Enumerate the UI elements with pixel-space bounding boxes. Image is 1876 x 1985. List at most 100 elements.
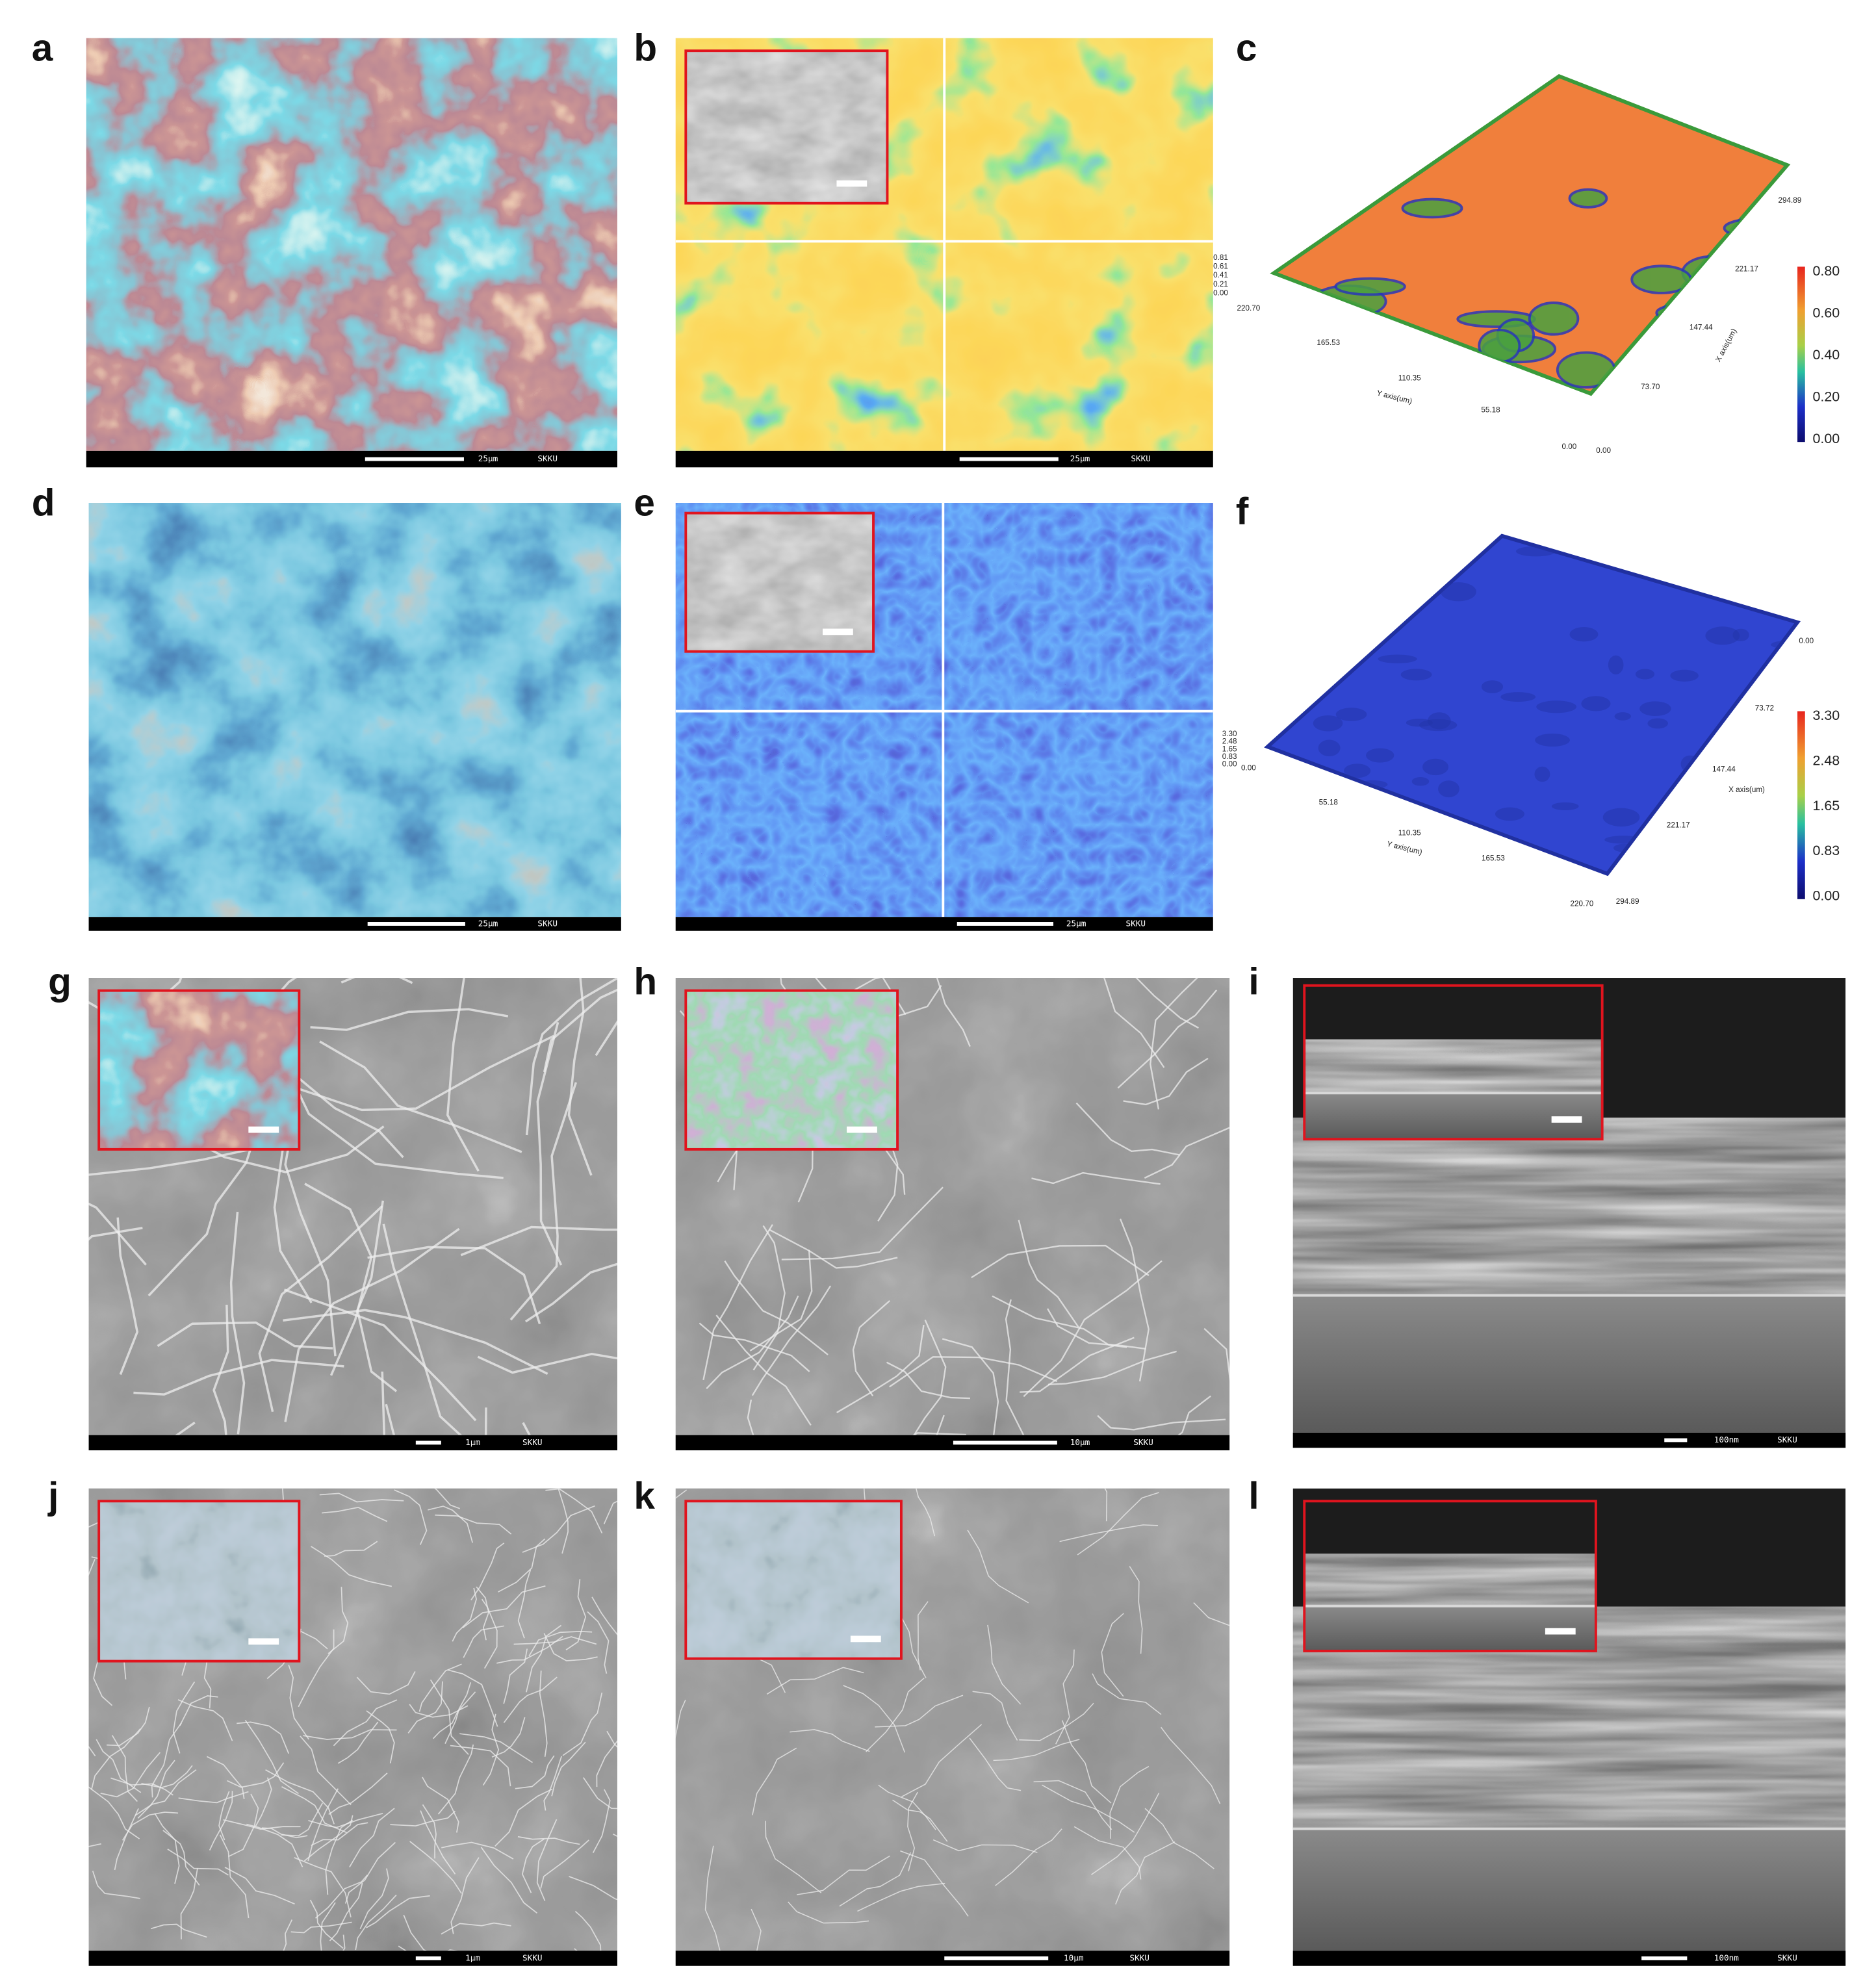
crack xyxy=(258,1205,383,1413)
crack xyxy=(551,1741,586,1797)
y-axis-label: Y axis(um) xyxy=(1386,839,1423,856)
crack xyxy=(447,1669,498,1727)
crack xyxy=(1033,1780,1112,1830)
institution-tag: SKKU xyxy=(1777,1953,1797,1962)
crack xyxy=(752,1747,797,1815)
crack xyxy=(244,1720,299,1795)
crack xyxy=(751,1285,832,1396)
panel-l-substrate xyxy=(1292,1828,1846,1951)
crack xyxy=(606,1730,617,1748)
crack xyxy=(704,1845,721,1951)
crack xyxy=(409,1704,469,1718)
crack xyxy=(972,1691,1018,1741)
crack xyxy=(918,1601,929,1671)
panel-letter: j xyxy=(47,1475,58,1517)
crack xyxy=(294,1857,352,1917)
institution-tag: SKKU xyxy=(1126,918,1146,928)
texture-spot xyxy=(1318,739,1341,757)
texture-spot xyxy=(1581,696,1611,711)
crack xyxy=(255,1777,272,1827)
crack xyxy=(1101,1613,1124,1697)
scale-label: 100nm xyxy=(1714,1953,1740,1962)
scale-bar xyxy=(953,1441,1057,1445)
crack xyxy=(603,1500,617,1525)
crack xyxy=(1103,978,1165,1068)
texture-spot xyxy=(1422,758,1449,776)
crack xyxy=(470,1543,505,1600)
crack xyxy=(88,1227,143,1241)
scale-bar xyxy=(957,922,1054,926)
crack xyxy=(88,1559,96,1576)
inset xyxy=(686,1501,901,1659)
crack xyxy=(482,1713,500,1786)
crack xyxy=(1161,1726,1221,1804)
crack xyxy=(359,1868,389,1930)
crack xyxy=(790,1729,870,1752)
crack xyxy=(88,1745,96,1757)
crack xyxy=(1129,1566,1143,1654)
crack xyxy=(116,1217,139,1376)
valley xyxy=(1478,328,1521,364)
crack xyxy=(699,1322,810,1372)
inset xyxy=(686,990,898,1149)
crack xyxy=(1119,1218,1150,1382)
crack xyxy=(724,1261,829,1355)
crack xyxy=(781,1186,944,1261)
panel-letter: l xyxy=(1248,1475,1259,1517)
crack xyxy=(381,1371,386,1435)
crack xyxy=(836,1324,925,1414)
crack xyxy=(702,1223,773,1381)
texture-spot xyxy=(1400,669,1432,681)
crack xyxy=(495,1788,553,1847)
crack xyxy=(324,1541,378,1557)
scale-label: 1μm xyxy=(465,1953,480,1962)
crack xyxy=(1023,1260,1163,1398)
crack xyxy=(428,1505,474,1543)
crack xyxy=(562,1692,603,1756)
texture-spot xyxy=(1378,654,1417,663)
crack xyxy=(304,1183,373,1376)
crack xyxy=(912,1432,966,1435)
crack xyxy=(444,1682,472,1744)
crack xyxy=(788,1901,869,1924)
texture-spot xyxy=(1670,669,1699,682)
valley xyxy=(1556,351,1616,389)
surface-plot xyxy=(1270,73,1791,396)
crack xyxy=(281,1802,324,1837)
institution-tag: SKKU xyxy=(522,1437,543,1447)
crack xyxy=(839,1852,912,1907)
inset-border xyxy=(684,1500,903,1660)
crack xyxy=(1005,1299,1025,1435)
inset-border xyxy=(684,989,899,1151)
crack xyxy=(311,1822,368,1846)
crack xyxy=(434,1488,461,1509)
colorbar xyxy=(1797,266,1805,442)
crack xyxy=(747,1399,754,1435)
y-tick-label: 110.35 xyxy=(1398,828,1421,837)
crack xyxy=(178,1791,249,1804)
texture-spot xyxy=(1705,626,1740,645)
crack xyxy=(141,1765,193,1789)
crack xyxy=(157,1321,333,1350)
crack xyxy=(1115,1841,1176,1905)
texture-spot xyxy=(1613,843,1635,852)
crack xyxy=(151,1722,182,1798)
crack xyxy=(932,1839,1038,1853)
crack xyxy=(135,1769,197,1816)
colorbar-tick-label: 0.83 xyxy=(1812,843,1840,858)
crack xyxy=(596,1740,617,1787)
crack xyxy=(407,1681,443,1734)
x-axis-label: X axis(um) xyxy=(1714,327,1739,364)
y-tick-label: 165.53 xyxy=(1482,854,1505,862)
crack xyxy=(349,1808,395,1868)
crack xyxy=(441,1922,511,1935)
crack xyxy=(308,1813,383,1828)
crack xyxy=(503,1676,558,1723)
crack xyxy=(328,1773,388,1815)
inset-top xyxy=(1304,1501,1596,1554)
crack xyxy=(218,1791,230,1841)
crack xyxy=(246,1823,303,1867)
crack xyxy=(1109,1765,1150,1839)
crack xyxy=(768,1229,898,1269)
surface-plot xyxy=(1264,533,1801,877)
